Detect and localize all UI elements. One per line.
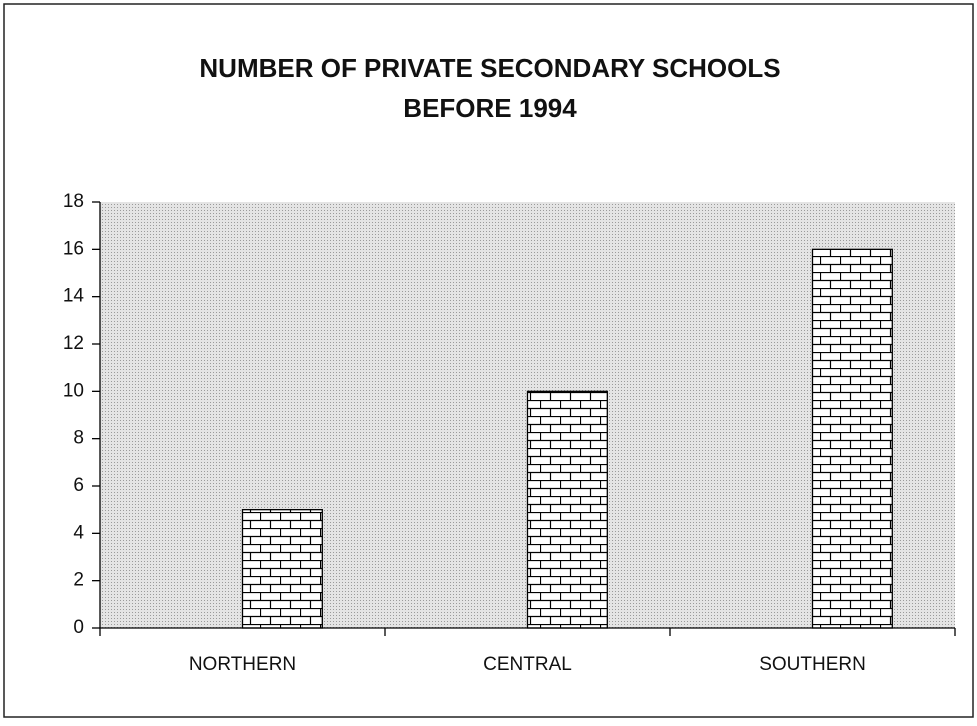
y-tick-label: 12	[63, 333, 84, 354]
x-tick-label: NORTHERN	[189, 654, 296, 675]
chart-title: NUMBER OF PRIVATE SECONDARY SCHOOLS	[199, 53, 780, 83]
bar	[526, 390, 608, 629]
y-tick-label: 2	[73, 570, 84, 591]
y-tick-label: 8	[73, 428, 84, 449]
y-tick-label: 14	[63, 286, 85, 307]
x-tick-label: SOUTHERN	[759, 654, 866, 675]
x-tick-label: CENTRAL	[483, 654, 572, 675]
y-tick-label: 18	[63, 191, 84, 212]
chart-title: BEFORE 1994	[403, 93, 577, 123]
y-tick-label: 4	[73, 522, 84, 543]
y-tick-label: 16	[63, 238, 84, 259]
y-tick-label: 0	[73, 617, 84, 638]
y-tick-label: 10	[63, 380, 84, 401]
y-tick-label: 6	[73, 475, 84, 496]
bar	[241, 509, 323, 629]
bar	[811, 248, 893, 629]
